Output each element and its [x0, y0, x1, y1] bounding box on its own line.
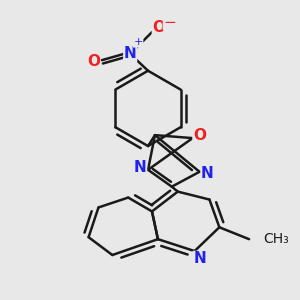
Text: CH₃: CH₃: [263, 232, 289, 246]
Text: N: N: [124, 46, 136, 62]
Text: N: N: [201, 166, 214, 181]
Text: N: N: [193, 251, 206, 266]
Text: +: +: [134, 37, 143, 47]
Text: O: O: [152, 20, 165, 34]
Text: N: N: [134, 160, 146, 175]
Text: O: O: [87, 54, 100, 69]
Text: O: O: [193, 128, 206, 142]
Text: −: −: [164, 15, 176, 30]
